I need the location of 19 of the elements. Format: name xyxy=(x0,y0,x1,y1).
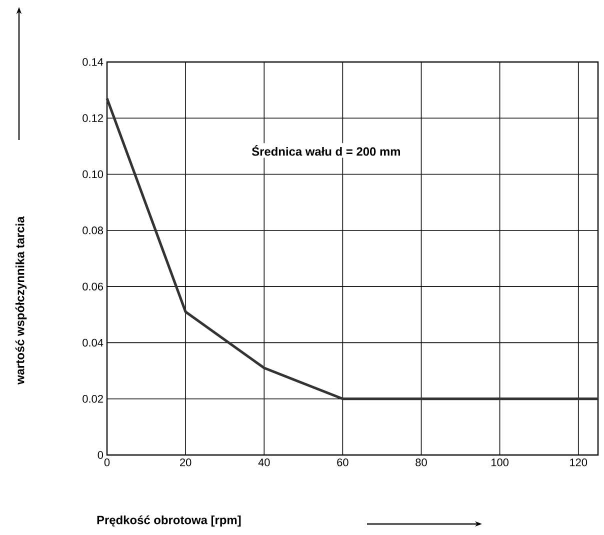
y-tick-label: 0 xyxy=(98,451,104,459)
y-tick-label: 0.12 xyxy=(82,114,103,122)
y-axis-title: wartość współczynnika tarcia xyxy=(15,216,27,384)
y-tick-label: 0.14 xyxy=(82,58,104,66)
x-tick-label: 20 xyxy=(180,458,192,466)
x-tick-label: 40 xyxy=(258,458,270,466)
annotation: Średnica wału d = 200 mm xyxy=(252,145,400,156)
y-tick-label: 0.02 xyxy=(82,394,103,403)
y-tick-label: 0.10 xyxy=(82,170,104,178)
x-axis-title: Prędkość obrotowa [rpm] xyxy=(97,515,241,527)
x-tick-label: 0 xyxy=(104,458,110,466)
y-tick-label: 0.04 xyxy=(82,338,104,347)
x-tick-label: 120 xyxy=(570,458,588,466)
line-series xyxy=(106,97,600,400)
x-tick-label: 80 xyxy=(416,458,427,466)
x-tick-label: 60 xyxy=(337,458,348,466)
x-tick-label: 100 xyxy=(491,458,509,466)
y-tick-label: 0.08 xyxy=(82,226,103,234)
y-tick-label: 0.06 xyxy=(82,282,103,290)
